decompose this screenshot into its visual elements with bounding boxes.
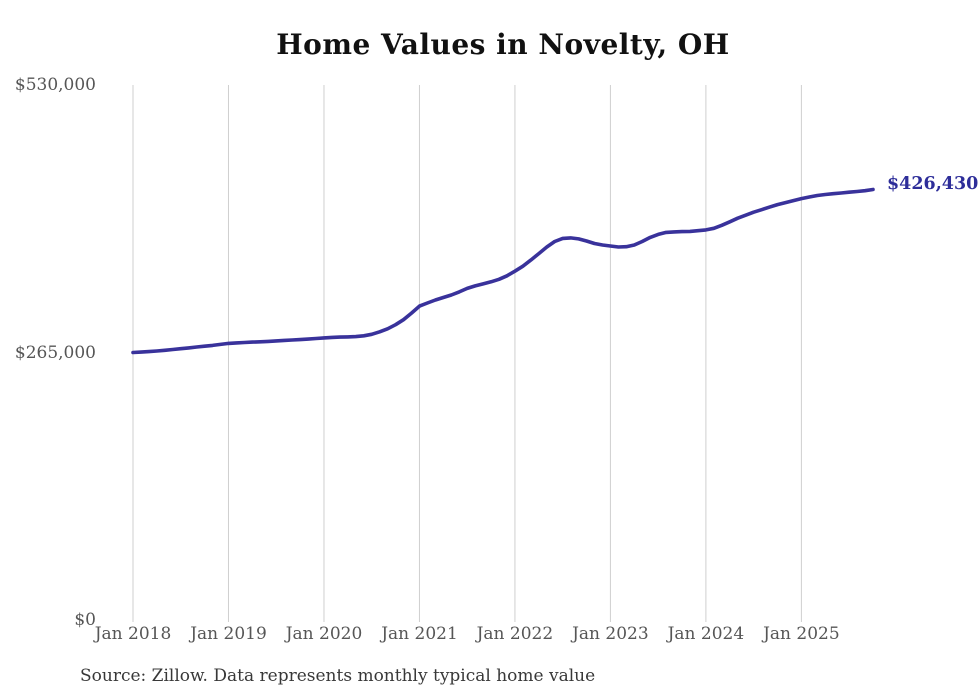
x-tick-label: Jan 2020: [285, 624, 363, 644]
y-tick-label: $265,000: [14, 342, 96, 363]
x-tick-label: Jan 2025: [763, 624, 840, 644]
vertical-gridlines: [132, 85, 802, 622]
x-tick-label: Jan 2018: [94, 624, 172, 644]
y-tick-label: $530,000: [14, 75, 96, 95]
y-tick-label: $0: [74, 610, 96, 630]
x-tick-label: Jan 2023: [572, 624, 649, 644]
home-value-line: [131, 187, 875, 355]
chart-title: Home Values in Novelty, OH: [276, 28, 730, 61]
x-tick-label: Jan 2024: [667, 624, 745, 644]
x-tick-label: Jan 2022: [476, 624, 554, 644]
x-tick-label: Jan 2019: [190, 624, 267, 644]
latest-value-label: $426,430: [887, 174, 979, 194]
x-tick-label: Jan 2021: [381, 624, 458, 644]
source-note: Source: Zillow. Data represents monthly …: [80, 666, 596, 686]
